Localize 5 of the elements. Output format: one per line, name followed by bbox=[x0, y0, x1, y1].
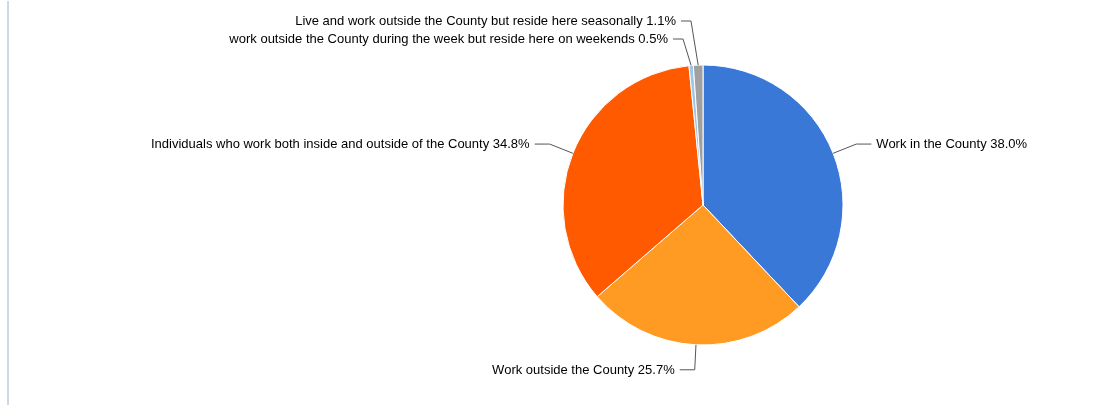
slice-label: work outside the County during the week but reside here on weekends 0.5% bbox=[228, 31, 669, 46]
slice-label: Live and work outside the County but reside here seasonally 1.1% bbox=[295, 13, 677, 28]
slice-label: Work in the County 38.0% bbox=[876, 136, 1028, 152]
slice-label: Individuals who work both inside and outside of the County 34.8% bbox=[150, 136, 531, 152]
slice-label: Work outside the County 25.7% bbox=[492, 361, 676, 377]
